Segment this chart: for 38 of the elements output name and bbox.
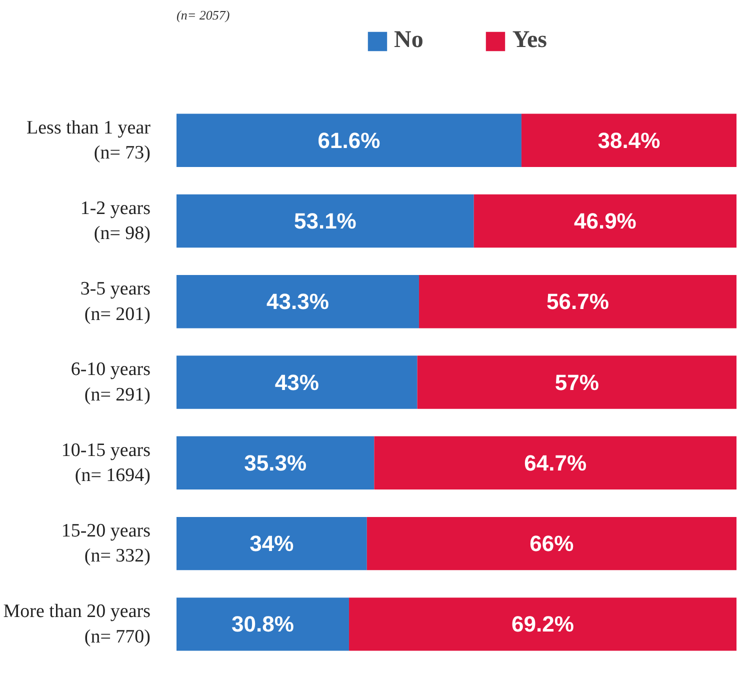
data-label: 34% xyxy=(250,531,294,556)
data-label: 69.2% xyxy=(512,612,574,637)
bar xyxy=(176,275,419,328)
y-tick-label: 15-20 years (n= 332) xyxy=(61,520,151,567)
text: (n= 2057) xyxy=(176,8,230,22)
data-label: 38.4% xyxy=(598,128,660,153)
bar xyxy=(176,356,418,409)
data-label: 57% xyxy=(554,370,599,395)
bar xyxy=(176,194,474,248)
data-label: 61.6% xyxy=(318,128,380,153)
bar xyxy=(418,275,736,328)
y-tick-label: More than 20 years (n= 770) xyxy=(3,601,151,648)
data-label: 56.7% xyxy=(546,289,609,314)
bar xyxy=(348,598,736,651)
legend-label: No xyxy=(394,27,424,54)
bar xyxy=(474,194,736,248)
bar xyxy=(374,436,736,490)
bar xyxy=(366,516,736,570)
data-label: 53.1% xyxy=(294,208,356,234)
y-tick-label: 10-15 years (n= 1694) xyxy=(61,440,151,486)
data-label: 35.3% xyxy=(244,450,307,476)
bar xyxy=(176,436,374,490)
legend-label: Yes xyxy=(512,27,548,54)
bar xyxy=(176,516,367,570)
y-tick-label: 3-5 years (n= 201) xyxy=(80,278,151,325)
data-label: 43% xyxy=(274,370,319,395)
y-tick-label: Less than 1 year (n= 73) xyxy=(26,117,152,164)
data-label: 43.3% xyxy=(266,289,329,314)
y-tick-label: 1-2 years (n= 98) xyxy=(80,198,151,244)
bar xyxy=(417,356,736,409)
data-label: 66% xyxy=(530,531,574,556)
data-label: 30.8% xyxy=(232,612,294,637)
data-label: 46.9% xyxy=(574,208,636,234)
bar xyxy=(176,114,522,167)
bar xyxy=(176,598,349,651)
bar xyxy=(521,114,736,167)
data-label: 64.7% xyxy=(524,450,587,476)
y-tick-label: 6-10 years (n= 291) xyxy=(70,359,151,406)
